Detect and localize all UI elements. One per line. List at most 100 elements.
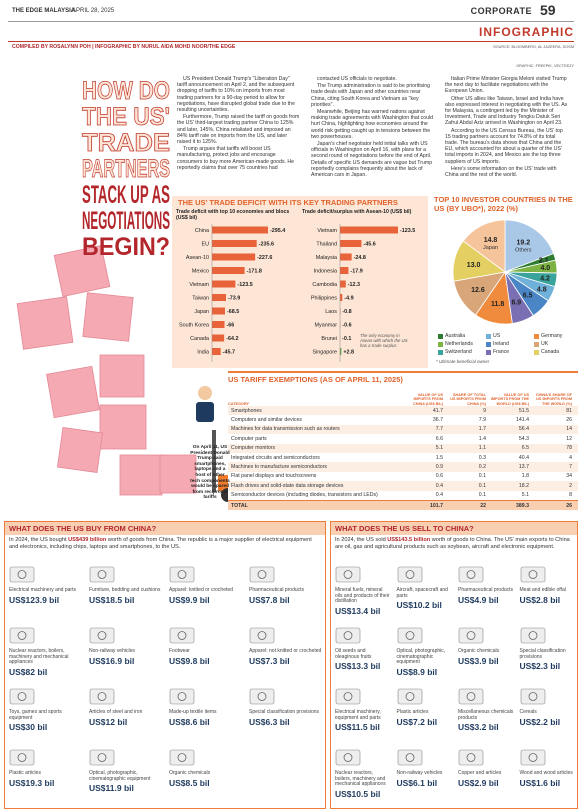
cell: 4 [569,454,572,461]
summary: In 2024, the US bought US$439 billion wo… [5,535,325,552]
item-label: Footwear [169,648,190,654]
item: Special classification provisions US$6.3 … [249,688,323,727]
bar [212,253,256,261]
icon-shape [249,688,275,705]
cell: Flash drives and solid-state data storag… [231,482,344,489]
cell: 8 [569,492,572,499]
item-label: Apparel: knitted or crocheted [169,587,233,593]
cell: 0.1 [478,482,486,489]
item-icon [397,688,422,705]
cell: Smartphones [231,407,262,414]
legend-label: Ireland [493,341,509,347]
category-label: Philippines [311,296,337,302]
icon-shape [343,570,353,579]
item: Electrical machinery and parts US$123.9 b… [9,566,83,605]
item: Oil seeds and oleaginous fruits US$13.3 b… [335,627,391,671]
value-label: -123.5 [237,282,252,288]
paragraph: contacted US officials to negotiate. [317,76,397,82]
cell: 0.2 [478,464,486,471]
cell: 0.4 [435,482,443,489]
bar [340,294,343,301]
cell: 0.1 [478,473,486,480]
slice-value: 13.0 [467,262,481,269]
item: Wood and wood articles US$1.6 bil [520,749,576,788]
icon-shape [17,570,27,579]
item-value: US$9.8 bil [169,655,210,666]
value-label: -4.9 [344,296,353,302]
slice-value: 14.8 [484,237,498,244]
item-value: US$3.9 bil [458,655,499,666]
legend-label: Switzerland [445,349,472,355]
item-value: US$3.2 bil [458,722,499,733]
cell: 56.4 [518,426,529,433]
category-label: Laos [325,309,337,315]
icon-shape [466,692,476,701]
item: Furniture, bedding and cushions US$18.5 b… [89,566,163,605]
table-row: Machines for data transmission such as r… [228,424,578,435]
cell: 34 [566,473,572,480]
credits: COMPILED BY ROSALYNN POH | INFOGRAPHIC B… [12,44,236,50]
item-value: US$11.9 bil [89,783,134,794]
icon-shape [343,631,353,640]
legend-entry: Switzerland [438,349,472,355]
item-icon [169,627,195,644]
item-value: US$13.3 bil [335,661,381,672]
item-label: Nuclear reactors, boilers, machinery and… [335,770,386,788]
bar-chart: Vietnam -123.5 Thailand -45.6 Malaysia -24.8 I… [311,224,415,362]
item-label: Nuclear reactors, boilers, machinery and… [9,648,69,666]
item-icon [169,749,195,766]
item-label: Meat and edible offal [519,587,566,593]
icon-shape [458,749,484,766]
item-label: Organic chemicals [458,648,500,654]
item-label: Non-railway vehicles [396,770,443,776]
item-value: US$2.8 bil [519,594,561,605]
item: Optical, photographic, cinematographic e… [397,627,453,677]
item-icon [458,627,484,644]
category-label: Asean-10 [186,255,209,261]
cell: 389.3 [516,502,529,509]
icon-shape [89,749,115,766]
legend-entry: Germany [534,333,562,339]
source: SOURCE: BLOOMBERG, AL JAZEERA, DOSM [493,45,574,49]
item: Plastic articles US$19.3 bil [9,749,83,788]
value-label: -295.4 [270,228,285,234]
bar [212,348,221,355]
category-label: Japan [194,309,209,315]
item: Articles of steel and iron US$12 bil [89,688,163,727]
value-label: +2.8 [343,350,354,356]
section-title: US TARIFF EXEMPTIONS (AS OF APRIL 11, 20… [228,375,403,384]
item: Apparel: not knitted or crocheted US$7.3 … [249,627,323,666]
rule [8,41,574,42]
icon-shape [335,749,361,766]
icon-shape [9,688,35,705]
cell: 7.9 [478,417,486,424]
bar [340,226,398,234]
bar [212,240,257,247]
pie-slice [462,219,506,273]
item-label: Electrical machinery, equipment and part… [335,709,381,721]
category-label: Mexico [192,269,209,275]
cell: Computers and similar devices [231,417,302,424]
icon-shape [17,631,27,640]
item-value: US$2.9 bil [458,777,499,788]
cell: 9 [483,407,486,414]
category-label: Cambodia [312,282,337,288]
column-header: CATEGORY [228,401,250,406]
item: Apparel: knitted or crocheted US$9.9 bil [169,566,243,605]
slice-name: Japan [483,245,498,251]
slice-value: 6.9 [511,300,521,307]
text-column: Italian Prime Minister Giorgia Meloni vi… [445,76,569,179]
legend-entry: France [486,349,509,355]
item-label: Mineral fuels, mineral oils and products… [335,587,390,605]
bar [212,280,236,288]
item: Footwear US$9.8 bil [169,627,243,666]
bar [340,348,342,355]
item: Pharmaceutical products US$7.8 bil [249,566,323,605]
summary-text: US$439 billion [68,537,107,543]
icon-shape [528,570,537,579]
icon-shape [177,631,187,640]
item-label: Miscellaneous chemicals products [458,709,514,721]
item: Special classification provisions US$2.3 … [520,627,576,671]
